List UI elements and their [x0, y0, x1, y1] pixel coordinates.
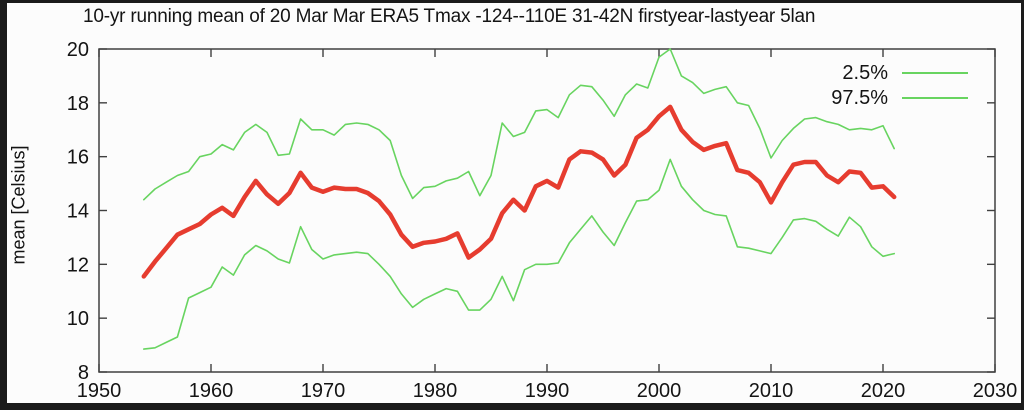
svg-text:1980: 1980 — [413, 380, 458, 402]
svg-text:1990: 1990 — [525, 380, 570, 402]
svg-text:8: 8 — [78, 362, 89, 384]
svg-text:2020: 2020 — [861, 380, 906, 402]
svg-text:1950: 1950 — [77, 380, 122, 402]
legend-entry-2.5: 2.5% — [842, 61, 968, 85]
svg-text:18: 18 — [67, 93, 89, 115]
legend-label-97.5: 97.5% — [831, 86, 888, 109]
svg-text:1970: 1970 — [301, 380, 346, 402]
svg-text:12: 12 — [67, 254, 89, 276]
svg-text:2010: 2010 — [749, 380, 794, 402]
svg-text:16: 16 — [67, 147, 89, 169]
svg-text:10: 10 — [67, 308, 89, 330]
legend-entry-97.5: 97.5% — [831, 86, 968, 110]
svg-text:2030: 2030 — [973, 380, 1018, 402]
legend-line-2.5-icon — [902, 72, 968, 74]
svg-text:2000: 2000 — [637, 380, 682, 402]
svg-text:1960: 1960 — [189, 380, 234, 402]
legend-label-2.5: 2.5% — [842, 61, 888, 84]
legend-line-97.5-icon — [902, 97, 968, 99]
svg-text:20: 20 — [67, 39, 89, 61]
svg-text:14: 14 — [67, 201, 89, 223]
chart-title: 10-yr running mean of 20 Mar Mar ERA5 Tm… — [83, 6, 816, 27]
